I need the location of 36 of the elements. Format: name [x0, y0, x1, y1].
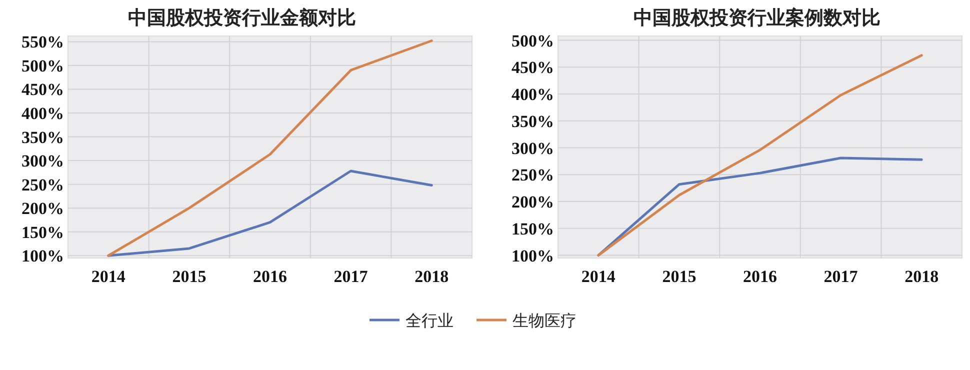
y-tick-label: 100% [22, 246, 64, 266]
y-tick-label: 150% [22, 222, 64, 242]
y-tick-label: 550% [22, 32, 64, 52]
x-tick-label: 2014 [581, 267, 616, 286]
line-series [597, 54, 923, 257]
y-tick-label: 150% [512, 219, 554, 238]
x-tick-label: 2017 [334, 267, 368, 286]
x-tick-label: 2014 [91, 267, 126, 286]
x-tick-label: 2016 [253, 267, 287, 286]
y-tick-label: 450% [512, 58, 554, 78]
y-tick-label: 250% [22, 175, 64, 194]
y-tick-label: 500% [512, 31, 554, 50]
y-tick-label: 300% [22, 152, 64, 171]
x-tick-label: 2018 [904, 267, 939, 286]
line-series [107, 40, 433, 257]
x-tick-label: 2016 [743, 267, 777, 286]
chart-title: 中国股权投资行业金额对比 [128, 7, 356, 29]
y-tick-label: 350% [512, 112, 554, 131]
y-tick-label: 400% [22, 104, 64, 124]
y-tick-label: 450% [22, 80, 64, 100]
legend-label: 生物医疗 [512, 311, 576, 330]
x-tick-label: 2017 [824, 267, 858, 286]
line-series [107, 170, 433, 257]
y-tick-label: 350% [22, 128, 64, 147]
chart-title: 中国股权投资行业案例数对比 [634, 7, 880, 29]
x-tick-label: 2015 [662, 267, 696, 286]
x-tick-label: 2018 [414, 267, 449, 286]
y-tick-label: 100% [512, 246, 554, 266]
y-tick-label: 250% [512, 166, 554, 185]
x-tick-label: 2015 [172, 267, 206, 286]
y-tick-label: 300% [512, 138, 554, 158]
y-tick-label: 200% [512, 192, 554, 212]
y-tick-label: 500% [22, 56, 64, 76]
y-tick-label: 200% [22, 199, 64, 218]
y-tick-label: 400% [512, 85, 554, 104]
legend-label: 全行业 [406, 311, 454, 330]
